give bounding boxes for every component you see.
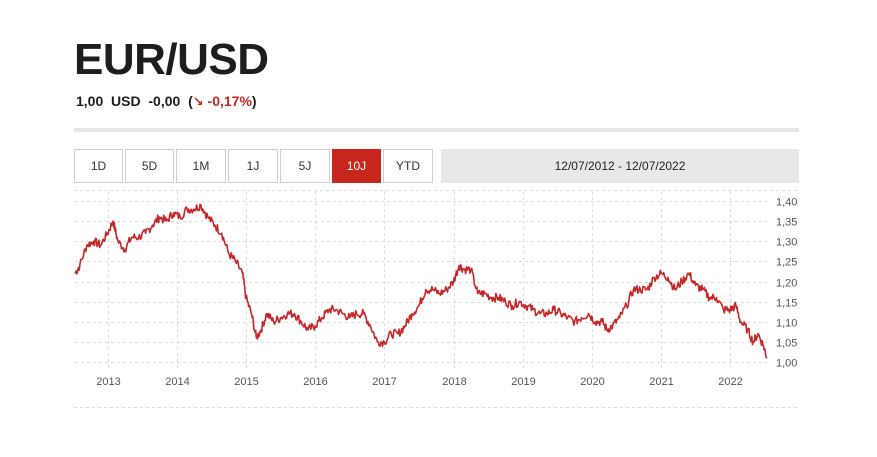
y-tick-label: 1,40 <box>776 197 797 209</box>
series-line <box>74 203 768 359</box>
arrow-down-right-icon: ↘ <box>192 94 204 109</box>
y-tick-label: 1,35 <box>776 217 797 229</box>
y-tick-label: 1,25 <box>776 257 797 269</box>
period-button-1d[interactable]: 1D <box>74 149 123 183</box>
x-tick-label: 2017 <box>372 376 396 388</box>
period-button-ytd[interactable]: YTD <box>383 149 433 183</box>
x-tick-label: 2014 <box>165 376 189 388</box>
x-tick-label: 2016 <box>303 376 327 388</box>
y-tick-label: 1,10 <box>776 318 797 330</box>
period-selector: 1D 5D 1M 1J 5J 10J YTD <box>74 149 433 183</box>
y-tick-label: 1,15 <box>776 298 797 310</box>
x-tick-label: 2021 <box>649 376 673 388</box>
y-tick-label: 1,30 <box>776 237 797 249</box>
x-tick-label: 2018 <box>442 376 466 388</box>
period-button-5j[interactable]: 5J <box>280 149 330 183</box>
period-button-10j[interactable]: 10J <box>332 149 381 183</box>
x-tick-label: 2019 <box>511 376 535 388</box>
x-tick-label: 2020 <box>580 376 604 388</box>
header-divider <box>74 128 799 132</box>
x-tick-label: 2022 <box>718 376 742 388</box>
page-title: EUR/USD <box>74 35 269 84</box>
y-tick-label: 1,05 <box>776 338 797 350</box>
change-value: -0,00 <box>148 93 181 109</box>
change-percent: -0,17% <box>207 93 252 109</box>
y-tick-label: 1,00 <box>776 358 797 370</box>
x-tick-label: 2013 <box>96 376 120 388</box>
date-range-display: 12/07/2012 - 12/07/2022 <box>441 149 799 183</box>
y-tick-label: 1,20 <box>776 278 797 290</box>
period-button-1j[interactable]: 1J <box>228 149 278 183</box>
period-button-5d[interactable]: 5D <box>125 149 174 183</box>
period-button-1m[interactable]: 1M <box>176 149 226 183</box>
quote-line: 1,00 USD -0,00 (↘ -0,17%) <box>76 93 257 109</box>
price-value: 1,00 <box>76 93 104 109</box>
currency-label: USD <box>111 93 141 109</box>
x-tick-label: 2015 <box>234 376 258 388</box>
